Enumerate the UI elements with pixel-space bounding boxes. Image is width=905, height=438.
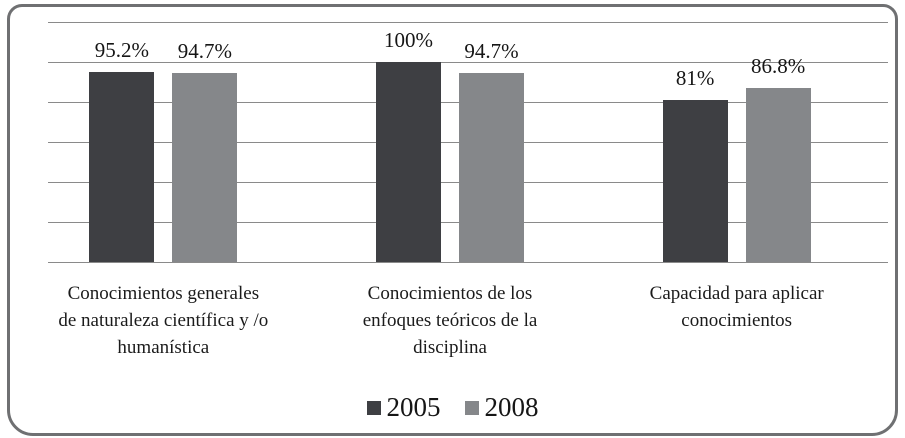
gridline	[48, 62, 888, 63]
bar-value-label: 100%	[384, 28, 433, 52]
legend-item-2008: 2008	[464, 392, 539, 423]
legend-item-2005: 2005	[366, 392, 441, 423]
bar-2008-1: 94.7%	[459, 39, 524, 262]
category-label-line: humanística	[117, 337, 210, 358]
bar-2008-2: 86.8%	[745, 54, 811, 262]
bar-value-label: 81%	[675, 66, 715, 90]
category-label-1: Conocimientos de los enfoques teóricos de…	[307, 280, 594, 361]
category-label-line: enfoques teóricos de la	[362, 310, 538, 331]
legend-label: 2005	[386, 392, 441, 422]
legend: 2005 2008	[0, 392, 905, 423]
category-label-line: de naturaleza científica y /o	[58, 310, 269, 331]
bar-2005-2: 81%	[662, 66, 728, 262]
gridline	[48, 22, 888, 23]
category-label-line: conocimientos	[681, 310, 793, 331]
category-label-line: Conocimientos de los	[367, 283, 533, 304]
bar-value-label: 95.2%	[94, 37, 149, 62]
gridline	[48, 262, 888, 263]
category-label-0: Conocimientos generales de naturaleza cie…	[20, 280, 307, 361]
bar-2005-0: 95.2%	[89, 38, 155, 262]
legend-label: 2008	[484, 392, 539, 422]
bar-2008-0: 94.7%	[172, 39, 238, 262]
bar-group-2: 81% 86.8%	[593, 22, 880, 262]
category-label-line: Capacidad para aplicar	[649, 283, 824, 304]
category-label-2: Capacidad para aplicar conocimientos	[593, 280, 880, 361]
category-label-line: Conocimientos generales	[67, 283, 260, 304]
bar-groups: 95.2% 94.7% 100% 94.7% 81% 86.8%	[20, 22, 880, 262]
bar-group-1: 100% 94.7%	[307, 22, 594, 262]
category-label-line: disciplina	[413, 337, 487, 358]
legend-swatch-icon	[464, 400, 479, 415]
bar-value-label: 94.7%	[464, 38, 519, 63]
bar-value-label: 86.8%	[751, 54, 806, 79]
chart-frame	[7, 4, 898, 436]
legend-swatch-icon	[366, 400, 381, 415]
bar-value-label: 94.7%	[177, 38, 232, 63]
bar-2005-1: 100%	[376, 28, 441, 262]
category-axis-labels: Conocimientos generales de naturaleza cie…	[20, 280, 880, 361]
bar-group-0: 95.2% 94.7%	[20, 22, 307, 262]
